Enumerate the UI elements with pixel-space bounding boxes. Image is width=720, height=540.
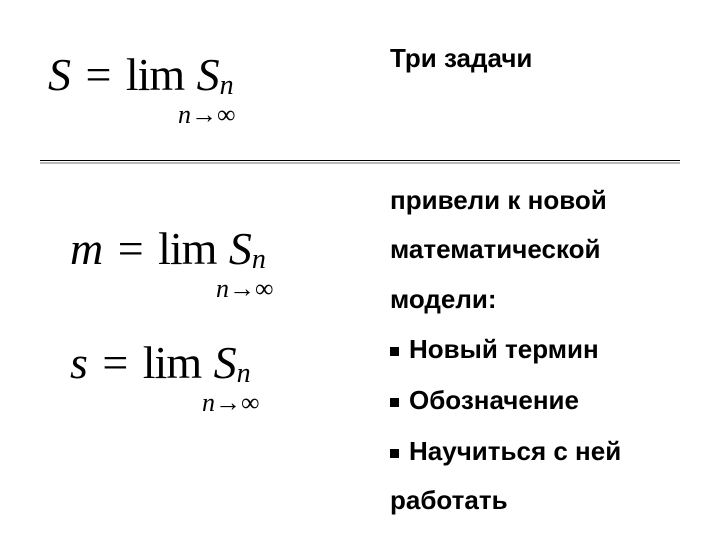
formula-1-sub-arrow: → xyxy=(191,100,217,129)
body-line-3: математической xyxy=(390,225,680,274)
formula-3: s = lim Sn n→∞ xyxy=(70,340,380,390)
formula-1-sub-var: n xyxy=(178,100,191,129)
slide: S = lim Sn n→∞ Три задачи m = xyxy=(0,0,720,540)
formula-1: S = lim Sn n→∞ xyxy=(48,52,380,102)
formula-column: S = lim Sn n→∞ xyxy=(40,34,380,158)
formula-2-sub-inf: ∞ xyxy=(255,274,274,303)
formula-2-seq: S xyxy=(229,223,252,274)
formula-1-seq: S xyxy=(197,49,220,100)
formula-1-limsub: n→∞ xyxy=(178,100,236,130)
text-column-body: привели к новой математической модели: Н… xyxy=(380,170,680,526)
formula-3-lhs: s xyxy=(70,337,88,388)
formula-2-limsub: n→∞ xyxy=(216,274,274,304)
formula-1-sub-inf: ∞ xyxy=(217,100,236,129)
text-column-top: Три задачи xyxy=(380,34,680,83)
bullet-icon xyxy=(390,347,399,356)
formula-1-seq-sub: n xyxy=(220,70,234,101)
body-line-4: модели: xyxy=(390,275,680,324)
formula-2-sub-arrow: → xyxy=(229,274,255,303)
formula-2-eq: = xyxy=(118,223,144,274)
formula-2-line: m = lim Sn xyxy=(70,226,380,276)
formula-3-lim: lim xyxy=(143,337,201,388)
formula-3-eq: = xyxy=(102,337,128,388)
formula-3-sub-var: n xyxy=(202,388,215,417)
formula-2-lhs: m xyxy=(70,223,103,274)
bullet-2: Обозначение xyxy=(390,375,680,426)
title-line-1: Три задачи xyxy=(390,34,680,83)
underline-top xyxy=(40,160,680,161)
formula-1-lim: lim xyxy=(126,49,184,100)
formula-3-sub-inf: ∞ xyxy=(241,388,260,417)
bullet-icon xyxy=(390,398,399,407)
formula-3-limsub: n→∞ xyxy=(202,388,260,418)
bullet-2-text: Обозначение xyxy=(409,385,579,415)
bullet-3-text: Научиться с ней xyxy=(409,436,621,466)
formula-1-eq: = xyxy=(85,49,111,100)
title-underline xyxy=(40,160,680,164)
formula-2-lim: lim xyxy=(158,223,216,274)
formula-3-seq: S xyxy=(214,337,237,388)
bullet-1: Новый термин xyxy=(390,324,680,375)
formula-2: m = lim Sn n→∞ xyxy=(70,226,380,276)
formula-3-sub-arrow: → xyxy=(215,388,241,417)
body-row: m = lim Sn n→∞ s = lim Sn n→∞ xyxy=(40,170,680,526)
formula-3-line: s = lim Sn xyxy=(70,340,380,390)
formula-1-line: S = lim Sn xyxy=(48,52,380,102)
body-line-2: привели к новой xyxy=(390,176,680,225)
body-line-last: работать xyxy=(390,476,680,525)
underline-shadow xyxy=(40,162,680,164)
top-row: S = lim Sn n→∞ Три задачи xyxy=(40,34,680,158)
formula-2-seq-sub: n xyxy=(252,244,266,275)
formula-1-lhs: S xyxy=(48,49,71,100)
bullet-3: Научиться с ней xyxy=(390,426,680,477)
formula-2-sub-var: n xyxy=(216,274,229,303)
bullet-1-text: Новый термин xyxy=(409,334,599,364)
formula-3-seq-sub: n xyxy=(237,358,251,389)
formula-column-lower: m = lim Sn n→∞ s = lim Sn n→∞ xyxy=(40,170,380,526)
bullet-icon xyxy=(390,449,399,458)
